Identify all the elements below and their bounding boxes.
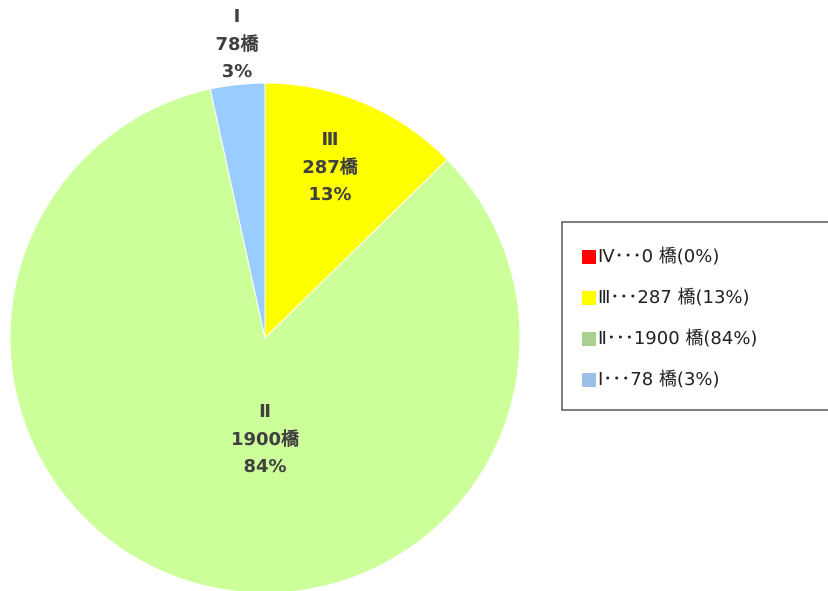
slice-percent: 3% (222, 61, 253, 82)
legend-swatch (582, 291, 596, 305)
slice-value: 287橋 (302, 156, 359, 178)
slice-value: 1900橋 (231, 428, 300, 450)
pie-slice (9, 88, 521, 591)
slice-percent: 84% (243, 456, 286, 477)
slice-value: 78橋 (215, 33, 259, 55)
slice-category: Ⅰ (234, 6, 241, 27)
pie-slice (264, 82, 448, 340)
legend-swatch (582, 250, 596, 264)
slice-category: Ⅱ (259, 401, 271, 422)
legend-label: Ⅰ･･･78 橋(3%) (598, 369, 720, 390)
slice-category: Ⅲ (321, 129, 338, 150)
legend-label: Ⅱ･･･1900 橋(84%) (598, 328, 757, 349)
pie-slice (209, 82, 266, 339)
slice-percent: 13% (308, 184, 351, 205)
legend-label: Ⅲ･･･287 橋(13%) (598, 287, 750, 308)
legend-box (561, 221, 828, 411)
legend-label: Ⅳ･･･0 橋(0%) (598, 246, 719, 267)
legend-swatch (582, 332, 596, 346)
legend-swatch (582, 373, 596, 387)
